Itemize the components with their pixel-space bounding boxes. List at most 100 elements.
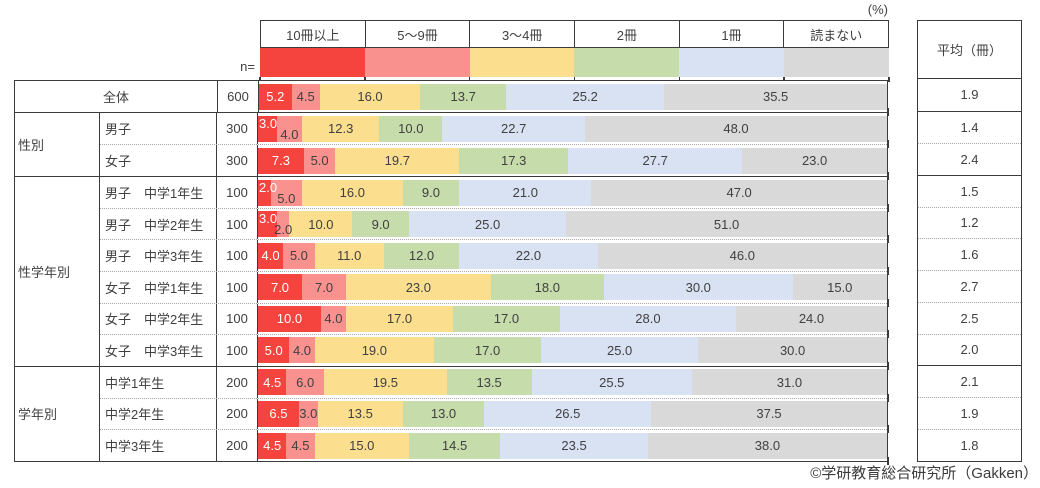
bar-segment-value: 4.5: [263, 438, 282, 454]
bar-segment: 9.0: [402, 179, 460, 206]
bar-segment-value: 26.5: [555, 406, 581, 422]
bar-segment-value: 19.0: [361, 342, 387, 358]
stacked-bar: 4.0 5.0 11.0 12.0 22.0 46.0: [258, 242, 887, 269]
table-row: 男子 中学2年生 100 3.0 2.0 10.0 9.0 25.0 51.0: [100, 208, 889, 243]
bar-segment: 6.5: [258, 400, 299, 427]
bar-segment-value: 4.5: [291, 438, 310, 454]
legend-label-cell: 10冊以上: [261, 21, 366, 47]
row-category-label: 全体: [15, 81, 218, 113]
bar-segment: 9.0: [352, 211, 409, 238]
bar-segment: 15.0: [792, 274, 887, 301]
bar-segment: 17.3: [459, 147, 569, 174]
bar-segment-value: 25.0: [474, 216, 501, 232]
legend-label-cell: 5〜9冊: [366, 21, 471, 47]
bar-segment-value: 28.0: [635, 311, 661, 327]
legend-label-cell: 読まない: [810, 27, 863, 43]
bar-segment-value: 7.3: [271, 153, 290, 169]
bar-segment: 28.0: [559, 305, 736, 332]
bar-segment-value: 25.0: [606, 342, 633, 358]
bar-segment: 5.2: [259, 83, 292, 110]
row-n-value: 300: [217, 145, 258, 177]
row-n-value: 100: [217, 240, 258, 271]
bar-segment-value: 25.2: [572, 89, 598, 105]
bar-segment: 3.0: [298, 400, 318, 427]
legend-color-swatch: [364, 48, 471, 82]
bar-segment-value: 16.0: [357, 89, 383, 105]
bar-segment-value: 12.3: [328, 121, 354, 137]
bar-segment: 25.0: [541, 337, 699, 364]
row-category-label: 男子 中学3年生: [100, 240, 217, 271]
average-table-rows: 1.9 1.4 2.4 1.5 1.2 1.6 2.7 2.5 2.0 2.1 1.9 1.8: [918, 79, 1021, 461]
bar-segment-value: 23.0: [405, 279, 432, 295]
bar-segment: 6.0: [286, 369, 325, 396]
bar-segment: 5.0: [270, 179, 303, 206]
group-header-cell: 学年別: [15, 366, 100, 461]
bar-segment-value: 30.0: [685, 279, 711, 295]
table-row: 男子 中学3年生 100 4.0 5.0 11.0 12.0 22.0 46.0: [100, 240, 889, 275]
bar-segment-value: 4.0: [292, 342, 312, 358]
bar-segment: 12.3: [302, 115, 380, 142]
bar-segment: 2.0: [258, 179, 277, 206]
table-row: 全体 600 5.2 4.5 16.0 13.7 25.2 35.5: [15, 81, 889, 117]
group-rows: 中学1年生 200 4.5 6.0 19.5 13.5 25.5 31.0 中学2年生 200 6.…: [100, 366, 889, 465]
stacked-bar: 7.3 5.0 19.7 17.3 27.7 23.0: [258, 147, 887, 174]
bar-segment: 4.5: [286, 432, 315, 459]
legend: 10冊以上 5〜9冊 3〜4冊 2冊 1冊 読まない: [260, 20, 889, 48]
bar-segment: 14.5: [408, 432, 501, 459]
average-value: 2.5: [918, 303, 1021, 335]
average-value: 2.4: [960, 151, 979, 167]
row-bar-cell: 4.0 5.0 11.0 12.0 22.0 46.0: [258, 240, 889, 275]
legend-label-cell: 1冊: [680, 21, 785, 47]
bar-segment: 24.0: [736, 305, 887, 332]
bar-segment-value: 2.0: [274, 222, 293, 238]
bar-segment-value: 16.0: [339, 185, 365, 201]
bar-segment-value: 22.0: [515, 248, 542, 264]
bar-segment-value: 4.5: [263, 374, 282, 390]
bar-segment: 25.5: [531, 369, 692, 396]
row-bar-cell: 2.0 5.0 16.0 9.0 21.0 47.0: [258, 177, 889, 212]
bar-segment-value: 15.0: [349, 438, 375, 454]
bar-segment: 13.7: [420, 83, 507, 110]
stacked-bar: 2.0 5.0 16.0 9.0 21.0 47.0: [258, 179, 887, 206]
data-table: 全体 600 5.2 4.5 16.0 13.7 25.2 35.5 性別 男子 300 3.0 4.0…: [14, 80, 889, 465]
table-row: 中学2年生 200 6.5 3.0 13.5 13.0 26.5 37.5: [100, 398, 889, 433]
bar-segment-value: 3.0: [259, 211, 278, 227]
bar-segment-value: 10.0: [276, 311, 303, 327]
bar-segment: 5.0: [283, 242, 315, 269]
average-group: 1.9: [918, 79, 1021, 112]
bar-segment: 2.0: [274, 211, 293, 238]
bar-segment: 23.5: [500, 432, 648, 459]
bar-segment-value: 5.2: [266, 89, 285, 105]
bar-segment: 17.0: [434, 337, 542, 364]
bar-segment: 4.5: [258, 432, 287, 459]
bar-segment: 16.0: [319, 83, 421, 110]
average-table-header: 平均（冊）: [918, 21, 1021, 79]
bar-segment: 17.0: [452, 305, 560, 332]
bar-segment-value: 10.0: [398, 121, 424, 137]
row-n-value: 200: [217, 398, 258, 430]
bar-segment: 51.0: [566, 211, 887, 238]
bar-segment: 30.0: [698, 337, 887, 364]
bar-segment-value: 22.7: [501, 121, 527, 137]
row-category-label: 男子: [100, 113, 217, 145]
stacked-bar: 7.0 7.0 23.0 18.0 30.0 15.0: [258, 274, 887, 301]
bar-segment-value: 27.7: [642, 153, 668, 169]
bar-segment-value: 10.0: [308, 216, 334, 232]
bar-segment: 17.0: [346, 305, 453, 332]
row-category-label: 女子 中学2年生: [100, 303, 217, 335]
row-group: 全体 600 5.2 4.5 16.0 13.7 25.2 35.5: [15, 81, 889, 117]
bar-segment-value: 31.0: [776, 374, 803, 390]
legend-color-swatch: [469, 48, 576, 82]
bar-segment-value: 37.5: [756, 406, 782, 422]
bar-segment-value: 17.3: [501, 153, 527, 169]
bar-segment: 5.0: [303, 147, 336, 174]
row-n-value: 600: [218, 81, 259, 113]
bar-segment-value: 9.0: [371, 216, 390, 232]
stacked-bar: 5.2 4.5 16.0 13.7 25.2 35.5: [259, 83, 887, 110]
bar-segment: 18.0: [490, 274, 604, 301]
bar-segment-value: 21.0: [512, 185, 538, 201]
bar-segment-value: 6.0: [296, 374, 315, 390]
average-group: 1.4 2.4: [918, 112, 1021, 176]
table-row: 中学1年生 200 4.5 6.0 19.5 13.5 25.5 31.0: [100, 366, 889, 402]
